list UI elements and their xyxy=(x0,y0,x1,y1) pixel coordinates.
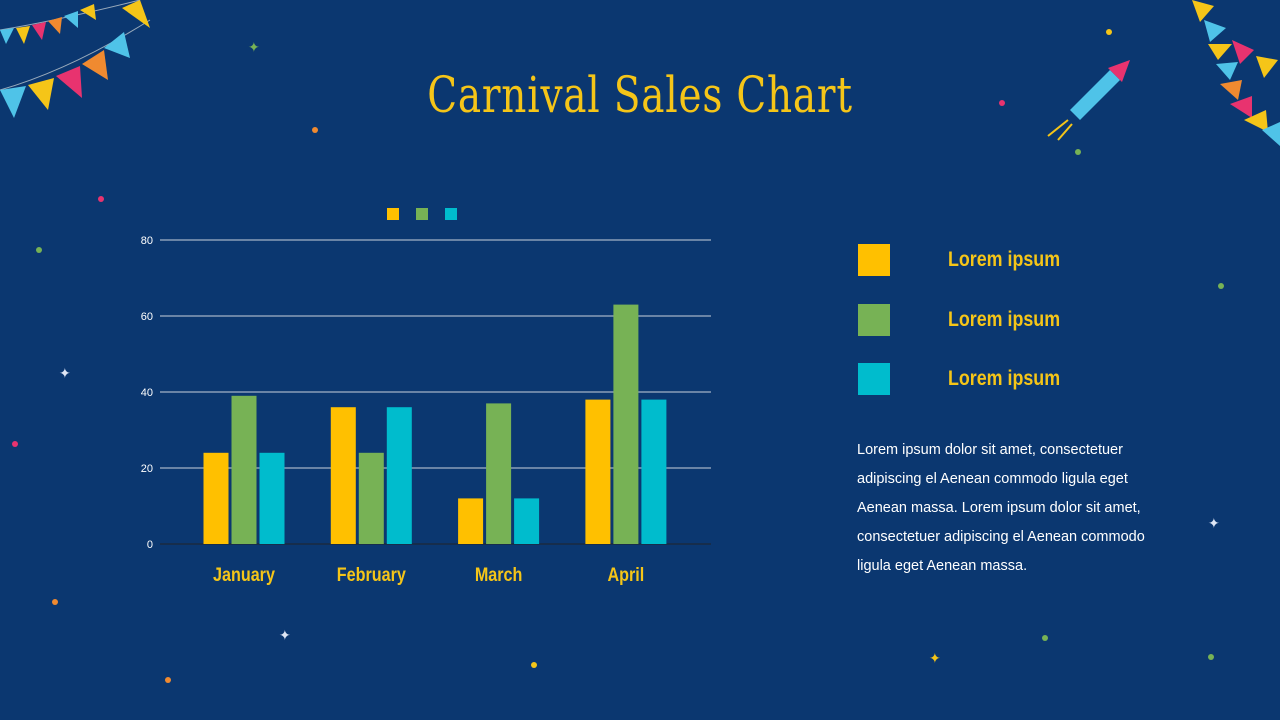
legend-swatch xyxy=(858,363,890,395)
y-tick-label: 20 xyxy=(141,463,153,475)
bar xyxy=(585,399,611,544)
sparkle-icon: ✦ xyxy=(929,650,941,666)
bar xyxy=(203,452,229,544)
confetti-dot xyxy=(1075,149,1081,155)
confetti-dot xyxy=(1208,654,1214,660)
bunting-right-icon xyxy=(1192,0,1280,146)
bar xyxy=(231,395,257,544)
legend-item: Lorem ipsum xyxy=(858,363,1060,395)
rocket-icon xyxy=(1047,60,1130,141)
bar xyxy=(330,407,356,544)
confetti-dot xyxy=(52,599,58,605)
legend-swatch xyxy=(858,244,890,276)
bar xyxy=(458,498,484,544)
legend-swatch xyxy=(858,304,890,336)
confetti-dot xyxy=(36,247,42,253)
bar xyxy=(613,304,639,544)
chart-legend-swatch xyxy=(445,208,457,220)
legend-label: Lorem ipsum xyxy=(948,308,1061,331)
sparkle-icon: ✦ xyxy=(59,365,71,381)
confetti-dot xyxy=(1106,29,1112,35)
page-title: Carnival Sales Chart xyxy=(427,66,853,124)
y-tick-label: 80 xyxy=(141,235,153,247)
x-tick-label: April xyxy=(608,564,645,586)
confetti-dot xyxy=(98,196,104,202)
x-tick-label: March xyxy=(475,564,523,586)
bar xyxy=(386,407,412,544)
confetti-dot xyxy=(1042,635,1048,641)
bar xyxy=(486,403,512,544)
y-tick-label: 60 xyxy=(141,311,153,323)
confetti-dot xyxy=(12,441,18,447)
bar xyxy=(641,399,667,544)
legend-label: Lorem ipsum xyxy=(948,248,1061,271)
sparkle-icon: ✦ xyxy=(1208,515,1220,531)
chart-legend-swatch xyxy=(387,208,399,220)
y-tick-label: 0 xyxy=(147,539,153,551)
y-tick-label: 40 xyxy=(141,387,153,399)
confetti-dot xyxy=(165,677,171,683)
sparkle-icon: ✦ xyxy=(279,627,291,643)
legend-item: Lorem ipsum xyxy=(858,244,1060,276)
x-tick-label: February xyxy=(337,564,406,586)
legend-label: Lorem ipsum xyxy=(948,367,1061,390)
legend-item: Lorem ipsum xyxy=(858,304,1060,336)
confetti-dot xyxy=(999,100,1005,106)
chart-legend-swatch xyxy=(416,208,428,220)
bar xyxy=(514,498,540,544)
x-tick-label: January xyxy=(213,564,275,586)
confetti-dot xyxy=(1218,283,1224,289)
bar xyxy=(358,452,384,544)
confetti-dot xyxy=(531,662,537,668)
description-text: Lorem ipsum dolor sit amet, consectetuer… xyxy=(857,442,1145,574)
confetti-dot xyxy=(312,127,318,133)
bar xyxy=(259,452,285,544)
sparkle-icon: ✦ xyxy=(248,39,260,55)
bunting-left-icon xyxy=(0,0,151,118)
